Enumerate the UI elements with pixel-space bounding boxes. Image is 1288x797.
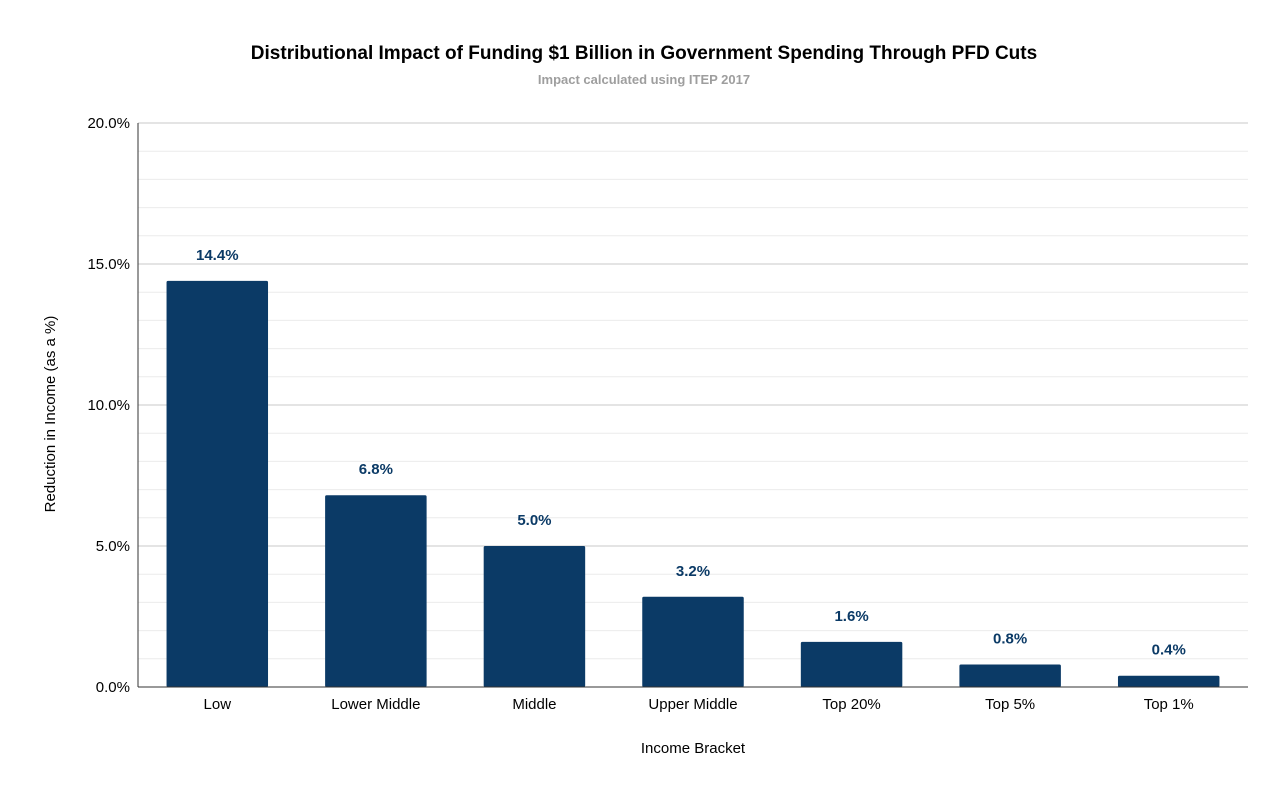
x-axis-label: Income Bracket: [641, 740, 746, 757]
data-label: 1.6%: [834, 608, 868, 625]
bar: [800, 641, 903, 687]
data-label: 6.8%: [359, 461, 393, 478]
y-tick-label: 5.0%: [96, 538, 130, 555]
x-axis-ticks: Low Lower Middle Middle Upper Middle Top 20%…: [204, 696, 1194, 713]
x-tick-label: Middle: [512, 696, 556, 713]
x-tick-label: Lower Middle: [331, 696, 420, 713]
bar: [959, 664, 1061, 687]
bar: [642, 596, 744, 687]
y-tick-label: 0.0%: [96, 679, 130, 696]
bar: [325, 495, 427, 687]
chart-title: Distributional Impact of Funding $1 Bill…: [251, 43, 1037, 64]
y-tick-label: 20.0%: [87, 115, 130, 132]
y-tick-label: 10.0%: [87, 397, 130, 414]
bar: [483, 546, 586, 687]
bar: [1117, 675, 1220, 687]
x-tick-label: Low: [204, 696, 232, 713]
x-tick-label: Top 5%: [985, 696, 1035, 713]
y-axis-ticks: 0.0% 5.0% 10.0% 15.0% 20.0%: [87, 115, 130, 696]
x-tick-label: Top 1%: [1144, 696, 1194, 713]
y-axis-label: Reduction in Income (as a %): [42, 316, 59, 513]
data-label: 0.8%: [993, 630, 1027, 647]
data-label: 0.4%: [1152, 642, 1186, 659]
data-label: 5.0%: [517, 512, 551, 529]
grid-lines: [138, 122, 1248, 660]
y-tick-label: 15.0%: [87, 256, 130, 273]
chart-subtitle: Impact calculated using ITEP 2017: [538, 72, 750, 87]
bars: [166, 280, 1220, 687]
data-label: 3.2%: [676, 563, 710, 580]
data-label: 14.4%: [196, 247, 239, 264]
bar: [166, 280, 269, 687]
data-labels: 14.4% 6.8% 5.0% 3.2% 1.6% 0.8% 0.4%: [196, 247, 1186, 659]
x-tick-label: Top 20%: [822, 696, 880, 713]
x-tick-label: Upper Middle: [648, 696, 737, 713]
